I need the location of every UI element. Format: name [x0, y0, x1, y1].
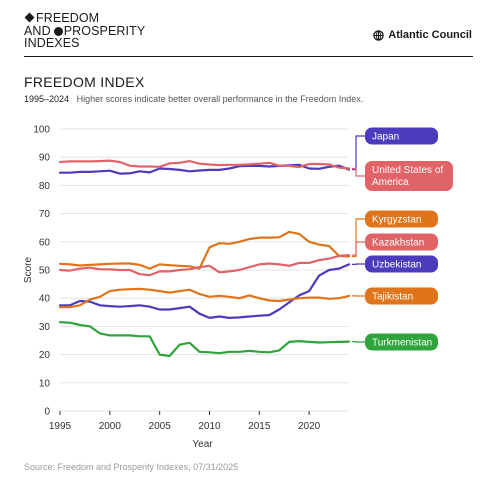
brand-line-3: INDEXES	[24, 36, 80, 50]
y-tick-label: 40	[39, 294, 51, 305]
series-line	[58, 321, 351, 358]
series-label: Turkmenistan	[372, 338, 432, 349]
series-label: America	[372, 177, 409, 188]
series-label: Kyrgyzstan	[372, 215, 421, 226]
publisher-logo: Atlantic Council	[373, 29, 472, 41]
y-tick-label: 50	[39, 266, 51, 277]
series-label-bg	[365, 210, 438, 228]
x-tick-label: 2005	[149, 421, 172, 432]
label-connector	[352, 241, 365, 256]
brand-line-2b: PROSPERITY	[63, 23, 146, 38]
publisher-name: Atlantic Council	[388, 29, 472, 41]
series-line	[58, 263, 351, 319]
series-label: Tajikistan	[372, 292, 413, 303]
brand-logo: FREEDOM AND PROSPERITY INDEXES	[24, 12, 145, 50]
x-tick-label: 2020	[298, 421, 321, 432]
series-label-bg	[365, 287, 438, 305]
y-tick-label: 100	[33, 125, 50, 136]
y-tick-label: 20	[39, 350, 51, 361]
series-label: Kazakhstan	[372, 238, 424, 249]
series-label-bg	[365, 255, 438, 273]
dot-icon	[53, 26, 63, 36]
series-line	[58, 254, 351, 277]
series-line	[58, 159, 351, 170]
x-tick-label: 2015	[248, 421, 271, 432]
globe-icon	[373, 29, 384, 41]
label-connector	[352, 135, 365, 171]
series-label-bg	[365, 233, 438, 251]
series-label-bg	[365, 161, 453, 191]
x-tick-label: 1995	[49, 421, 72, 432]
series-line	[58, 163, 351, 175]
y-tick-label: 60	[39, 237, 51, 248]
y-tick-label: 70	[39, 209, 51, 220]
brand-line-2a: AND	[24, 23, 51, 38]
brand-line-1: FREEDOM	[36, 11, 100, 25]
header-divider	[24, 56, 473, 57]
year-range: 1995–2024	[24, 94, 70, 104]
x-tick-label: 2010	[198, 421, 221, 432]
series-label-bg	[365, 333, 438, 351]
y-tick-label: 0	[44, 407, 50, 418]
x-axis-label: Year	[192, 439, 213, 450]
series-label: Japan	[372, 132, 399, 143]
series-label: United States of	[372, 165, 443, 176]
x-tick-label: 2000	[99, 421, 122, 432]
source-note: Source: Freedom and Prosperity Indexes, …	[24, 462, 239, 472]
chart-subtitle: 1995–2024 Higher scores indicate better …	[24, 94, 363, 104]
series-label-bg	[365, 127, 438, 145]
series-line	[58, 287, 351, 309]
y-tick-label: 30	[39, 322, 51, 333]
label-connector	[352, 167, 365, 177]
series-label: Uzbekistan	[372, 260, 421, 271]
series-line	[58, 230, 351, 270]
y-tick-label: 80	[39, 181, 51, 192]
y-tick-label: 10	[39, 378, 51, 389]
subtitle-description: Higher scores indicate better overall pe…	[76, 94, 364, 104]
label-connector	[352, 218, 365, 258]
chart-title: FREEDOM INDEX	[24, 74, 145, 90]
y-axis-label: Score	[23, 257, 34, 284]
y-tick-label: 90	[39, 153, 51, 164]
